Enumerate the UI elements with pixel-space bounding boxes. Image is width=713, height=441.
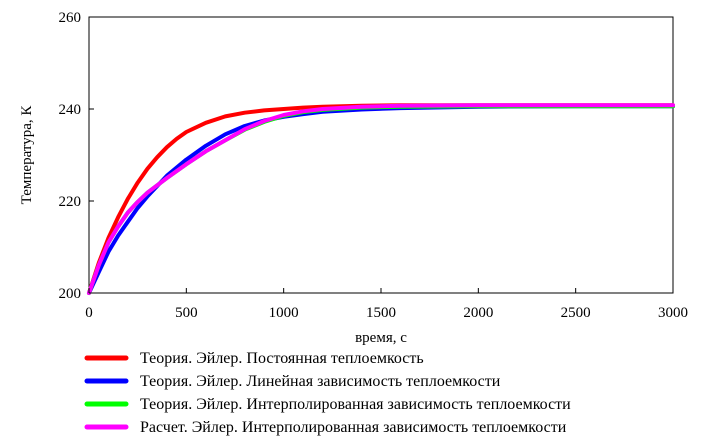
- series-layer: [89, 105, 673, 293]
- legend-label-1: Теория. Эйлер. Постоянная теплоемкость: [140, 350, 424, 367]
- series-line-1: [89, 105, 673, 293]
- y-axis-label: Температура, К: [19, 105, 35, 205]
- x-tick-label: 2000: [463, 305, 493, 321]
- chart: 0 500 1000 1500 2000 2500 3000 200 220 240 260 вре…: [0, 0, 713, 441]
- legend-label-4: Расчет. Эйлер. Интерполированная зависим…: [140, 419, 567, 436]
- plot-frame: [89, 17, 673, 293]
- series-line-4: [89, 105, 673, 293]
- x-tick-label: 1500: [366, 305, 396, 321]
- y-tick-label: 240: [59, 102, 82, 118]
- x-axis-label: время, с: [355, 330, 407, 346]
- series-line-2: [89, 106, 673, 293]
- series-line-3: [89, 106, 673, 293]
- legend-label-2: Теория. Эйлер. Линейная зависимость тепл…: [140, 373, 501, 390]
- legend: Теория. Эйлер. Постоянная теплоемкость Те…: [87, 350, 571, 436]
- y-tick-label: 220: [59, 194, 82, 210]
- x-tick-label: 0: [85, 305, 93, 321]
- x-tick-label: 1000: [269, 305, 299, 321]
- tick-layer: 0 500 1000 1500 2000 2500 3000 200 220 240 260: [59, 10, 689, 321]
- x-tick-label: 3000: [658, 305, 688, 321]
- legend-label-3: Теория. Эйлер. Интерполированная зависим…: [140, 396, 571, 413]
- y-tick-label: 200: [59, 286, 82, 302]
- x-tick-label: 500: [175, 305, 198, 321]
- y-tick-label: 260: [59, 10, 82, 26]
- x-tick-label: 2500: [561, 305, 591, 321]
